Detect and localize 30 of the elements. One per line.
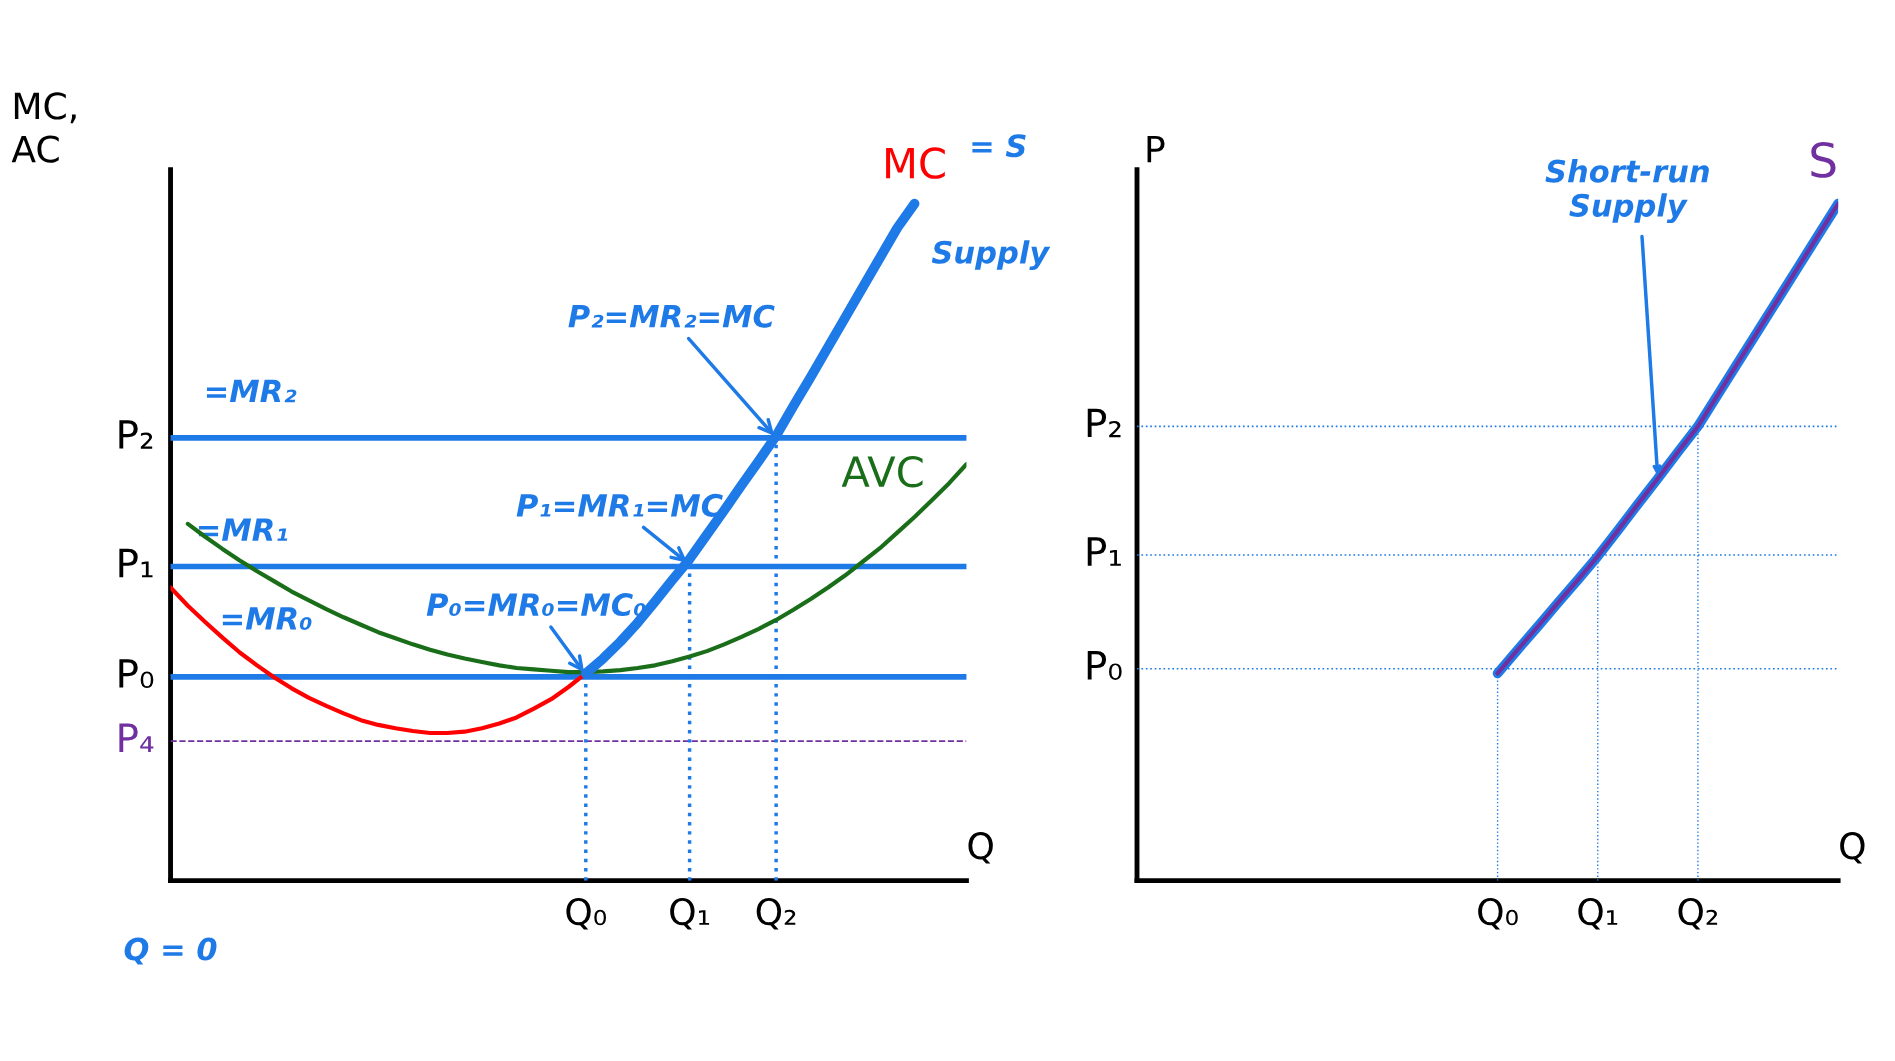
x-tick-label: Q₁ — [1578, 897, 1618, 930]
ref-line-label: P₂ — [1087, 408, 1121, 438]
ref-line-label: P₁ — [119, 548, 153, 578]
ref-line-label: P₄ — [119, 723, 154, 753]
annotation: Supply — [931, 240, 1051, 270]
x-tick-label: Q₀ — [566, 897, 606, 930]
annotation: =MR₀ — [222, 607, 312, 630]
annotation: =MR₁ — [198, 518, 288, 541]
series-label: S — [1811, 142, 1836, 178]
x-tick-label: Q₂ — [1678, 897, 1718, 930]
annotation: P₁=MR₁=MC — [516, 493, 723, 517]
ref-line-label: P₁ — [1087, 537, 1121, 566]
x-tick-label: Q₀ — [1478, 897, 1518, 930]
ref-line-label: P₀ — [119, 659, 154, 689]
y-axis-title: P — [1147, 135, 1165, 163]
annotation: P₀=MR₀=MC₀ — [426, 593, 646, 617]
series-label: AVC — [841, 455, 923, 488]
x-axis-title: Q — [1840, 832, 1865, 864]
x-axis-title: Q — [968, 832, 993, 864]
x-tick-label: Q₂ — [756, 897, 796, 930]
x-tick-label: Q₁ — [670, 897, 710, 930]
text: MC — [886, 147, 945, 179]
ref-line-label: P₀ — [1087, 651, 1122, 680]
ref-line-label: P₂ — [119, 420, 153, 449]
text: = S — [972, 134, 1026, 158]
text: Q = 0 — [124, 937, 217, 965]
annotation: P₂=MR₂=MC — [568, 304, 775, 328]
annotation: Short-run Supply — [1545, 159, 1709, 224]
annotation: =MR₂ — [206, 379, 297, 403]
y-axis-title: MC, AC — [11, 92, 76, 163]
